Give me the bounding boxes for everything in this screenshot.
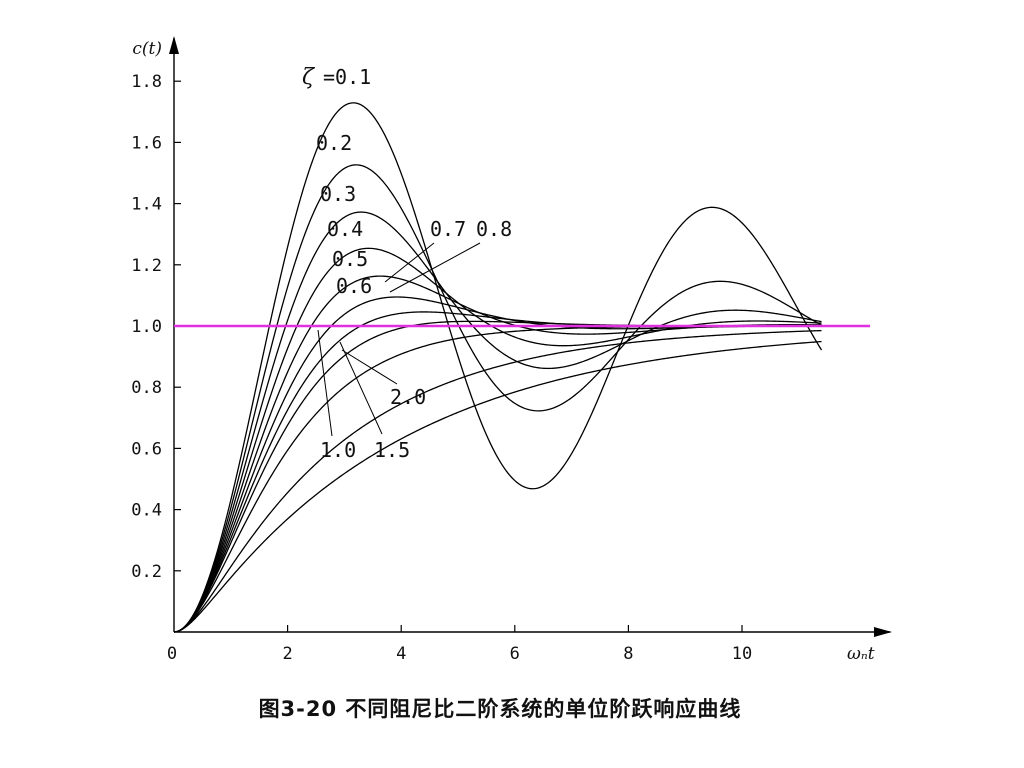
step-response-chart: 0.2 0.4 0.6 0.8 1.0 1.2 1.4 1.6 1.8 0 2 4 6 8 10 c(t) ωₙ… <box>131 36 892 664</box>
y-tick-label: 0.2 <box>131 562 162 582</box>
y-axis-title: c(t) <box>132 39 162 59</box>
series-label-zeta-0-1: =0.1 <box>323 65 371 89</box>
label-leader-line <box>339 341 383 435</box>
series-label-zeta-0-6: 0.6 <box>336 274 372 298</box>
x-tick-label: 8 <box>623 644 633 664</box>
x-axis-title: ωₙt <box>847 644 875 664</box>
label-leader-line <box>384 242 435 283</box>
y-tick-label: 1.8 <box>131 72 162 92</box>
y-tick-label: 0.4 <box>131 501 162 521</box>
series-label-zeta-0-3: 0.3 <box>320 182 356 206</box>
series-label-zeta-0-7: 0.7 <box>430 217 466 241</box>
series-label-zeta-2-0: 2.0 <box>390 385 426 409</box>
y-tick-label: 0.8 <box>131 378 162 398</box>
series-label-zeta-1-0: 1.0 <box>320 438 356 462</box>
x-tick-label: 6 <box>510 644 520 664</box>
response-curve-zeta-0-1 <box>173 102 823 633</box>
response-curve-zeta-1-5 <box>173 329 822 633</box>
label-leader-line <box>317 329 333 437</box>
y-tick-label: 1.4 <box>131 195 162 215</box>
y-tick-label: 0.6 <box>131 439 162 459</box>
x-tick-label: 10 <box>732 644 752 664</box>
response-curve-zeta-0-4 <box>173 247 822 633</box>
x-tick-label: 4 <box>396 644 406 664</box>
series-label-zeta-0-4: 0.4 <box>327 217 363 241</box>
y-axis-arrow <box>169 36 179 54</box>
label-leader-line <box>341 349 398 385</box>
response-curve-zeta-2 <box>173 340 822 633</box>
y-tick-label: 1.2 <box>131 256 162 276</box>
series-label-zeta-1-5: 1.5 <box>374 438 410 462</box>
y-tick-label: 1.0 <box>131 317 162 337</box>
series-label-zeta-0-8: 0.8 <box>476 217 512 241</box>
y-tick-label: 1.6 <box>131 133 162 153</box>
zeta-symbol: ζ <box>302 65 316 90</box>
figure-caption: 图3-20 不同阻尼比二阶系统的单位阶跃响应曲线 <box>258 697 742 721</box>
response-curve-zeta-0-7 <box>173 311 822 633</box>
response-curve-zeta-0-3 <box>173 211 822 633</box>
response-curve-zeta-0-2 <box>173 164 822 633</box>
series-label-zeta-0-2: 0.2 <box>316 131 352 155</box>
x-axis-arrow <box>874 627 892 637</box>
series-label-zeta-0-5: 0.5 <box>332 247 368 271</box>
x-tick-label: 0 <box>167 644 177 664</box>
label-leader-line <box>389 242 481 293</box>
x-tick-label: 2 <box>282 644 292 664</box>
